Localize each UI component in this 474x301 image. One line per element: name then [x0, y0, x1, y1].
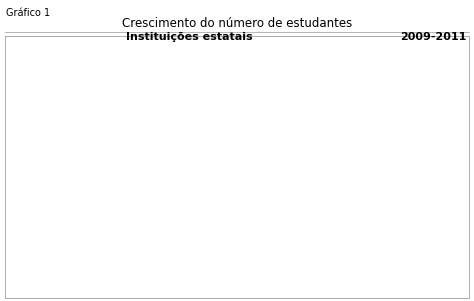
Bar: [121, 231, 163, 247]
Text: Crescimento do número de estudantes: Crescimento do número de estudantes: [122, 17, 352, 29]
Bar: [121, 146, 318, 161]
Bar: [121, 210, 186, 225]
Bar: [121, 188, 238, 204]
Text: 2009-2011: 2009-2011: [401, 32, 467, 42]
Text: 230%: 230%: [375, 84, 403, 94]
Text: 37%: 37%: [164, 255, 185, 265]
Text: 107%: 107%: [241, 191, 268, 201]
Text: 190%: 190%: [332, 106, 359, 116]
Bar: [121, 253, 162, 268]
Text: 179%: 179%: [319, 148, 347, 158]
Text: 59%: 59%: [188, 213, 210, 222]
Bar: [121, 103, 329, 118]
Bar: [121, 60, 413, 76]
Text: Instituições estatais: Instituições estatais: [126, 32, 252, 42]
Text: 266%: 266%: [415, 63, 443, 73]
Text: 126%: 126%: [262, 170, 289, 180]
Bar: [121, 124, 319, 140]
Text: Gráfico 1: Gráfico 1: [6, 8, 50, 17]
Text: 38%: 38%: [165, 234, 186, 244]
Bar: [121, 82, 374, 97]
Bar: [121, 167, 259, 182]
Text: 181%: 181%: [322, 127, 349, 137]
